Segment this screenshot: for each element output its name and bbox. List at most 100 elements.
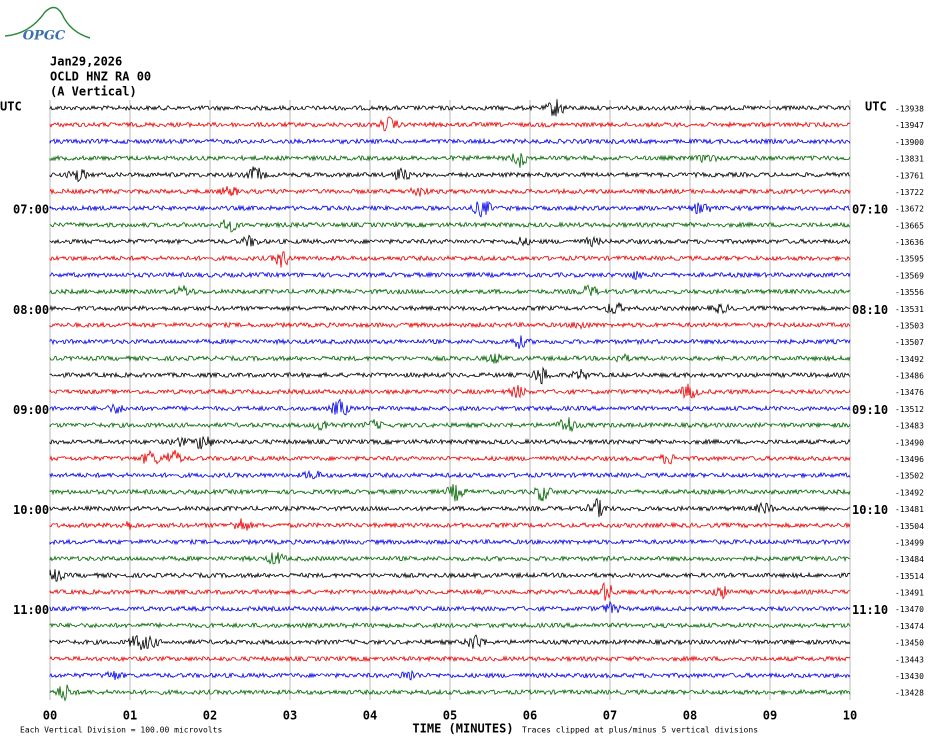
trace-label: -13556 xyxy=(895,288,924,297)
trace-label: -13481 xyxy=(895,505,924,514)
x-tick-label: 04 xyxy=(363,709,377,723)
trace-label: -13761 xyxy=(895,171,924,180)
trace xyxy=(49,518,851,531)
x-tick-label: 02 xyxy=(203,709,217,723)
trace xyxy=(49,538,851,546)
trace-label: -13672 xyxy=(895,205,924,214)
trace xyxy=(49,335,851,349)
trace-label: -13430 xyxy=(895,672,924,681)
left-time: 11:00 xyxy=(13,603,49,617)
trace xyxy=(49,366,851,385)
trace xyxy=(49,302,851,315)
x-tick-label: 00 xyxy=(43,709,57,723)
trace-label: -13450 xyxy=(895,639,924,648)
trace xyxy=(49,116,851,132)
trace-label: -13507 xyxy=(895,338,924,347)
trace-label: -13569 xyxy=(895,271,924,280)
trace-label: -13491 xyxy=(895,589,924,598)
x-tick-label: 06 xyxy=(523,709,537,723)
trace xyxy=(49,166,851,183)
station: OCLD HNZ RA 00 xyxy=(50,70,151,84)
trace xyxy=(49,484,851,502)
trace-label: -13484 xyxy=(895,555,924,564)
trace-label: -13443 xyxy=(895,655,924,664)
left-time: 08:00 xyxy=(13,303,49,317)
trace xyxy=(49,234,851,248)
trace xyxy=(49,670,851,681)
logo: OPGC xyxy=(23,29,66,44)
right-time: 07:10 xyxy=(852,203,888,217)
trace xyxy=(49,137,851,146)
trace-label: -13492 xyxy=(895,488,924,497)
trace xyxy=(49,219,851,233)
trace-label: -13492 xyxy=(895,355,924,364)
trace xyxy=(49,552,851,565)
trace-label: -13486 xyxy=(895,372,924,381)
trace-label: -13476 xyxy=(895,388,924,397)
trace-label: -13504 xyxy=(895,522,924,531)
trace-label: -13428 xyxy=(895,689,924,698)
trace-label: -13503 xyxy=(895,321,924,330)
x-tick-label: 10 xyxy=(843,709,857,723)
left-time: 10:00 xyxy=(13,503,49,517)
trace xyxy=(49,621,851,629)
trace-label: -13947 xyxy=(895,121,924,130)
trace xyxy=(49,469,851,480)
trace-label: -13595 xyxy=(895,255,924,264)
trace-label: -13496 xyxy=(895,455,924,464)
utc-left: UTC xyxy=(0,100,22,114)
trace xyxy=(49,417,851,433)
trace xyxy=(49,684,851,702)
trace xyxy=(49,284,851,296)
footer-left: Each Vertical Division = 100.00 microvol… xyxy=(20,726,222,735)
right-time: 10:10 xyxy=(852,503,888,517)
trace-label: -13831 xyxy=(895,155,924,164)
trace-label: -13490 xyxy=(895,438,924,447)
trace-label: -13512 xyxy=(895,405,924,414)
trace-label: -13499 xyxy=(895,538,924,547)
right-time: 11:10 xyxy=(852,603,888,617)
x-tick-label: 03 xyxy=(283,709,297,723)
x-tick-label: 08 xyxy=(683,709,697,723)
trace xyxy=(49,582,851,601)
trace-label: -13514 xyxy=(895,572,924,581)
trace xyxy=(49,497,851,518)
trace-label: -13470 xyxy=(895,605,924,614)
trace-label: -13502 xyxy=(895,472,924,481)
trace xyxy=(49,99,851,117)
trace-label: -13474 xyxy=(895,622,924,631)
left-time: 07:00 xyxy=(13,203,49,217)
trace xyxy=(49,201,850,218)
trace xyxy=(49,634,851,651)
component: (A Vertical) xyxy=(50,85,137,99)
date: Jan29,2026 xyxy=(50,55,122,69)
trace-label: -13531 xyxy=(895,305,924,314)
trace xyxy=(49,383,851,399)
x-tick-label: 01 xyxy=(123,709,137,723)
trace xyxy=(49,600,851,614)
trace xyxy=(49,449,851,465)
trace-label: -13483 xyxy=(895,422,924,431)
trace xyxy=(49,251,851,268)
left-time: 09:00 xyxy=(13,403,49,417)
trace-label: -13722 xyxy=(895,188,924,197)
logo-curve xyxy=(4,6,91,39)
trace xyxy=(49,321,851,330)
trace xyxy=(49,153,851,168)
x-tick-label: 05 xyxy=(443,709,457,723)
trace xyxy=(49,655,851,663)
footer-right: Traces clipped at plus/minus 5 vertical … xyxy=(522,726,758,735)
trace xyxy=(49,569,851,582)
trace xyxy=(49,398,851,416)
trace xyxy=(49,436,851,450)
trace-label: -13938 xyxy=(895,105,924,114)
utc-right: UTC xyxy=(865,100,887,114)
right-time: 08:10 xyxy=(852,303,888,317)
trace xyxy=(49,353,851,364)
trace-label: -13636 xyxy=(895,238,924,247)
x-title: TIME (MINUTES) xyxy=(412,722,513,736)
right-time: 09:10 xyxy=(852,403,888,417)
trace xyxy=(49,186,851,197)
trace xyxy=(49,270,851,280)
